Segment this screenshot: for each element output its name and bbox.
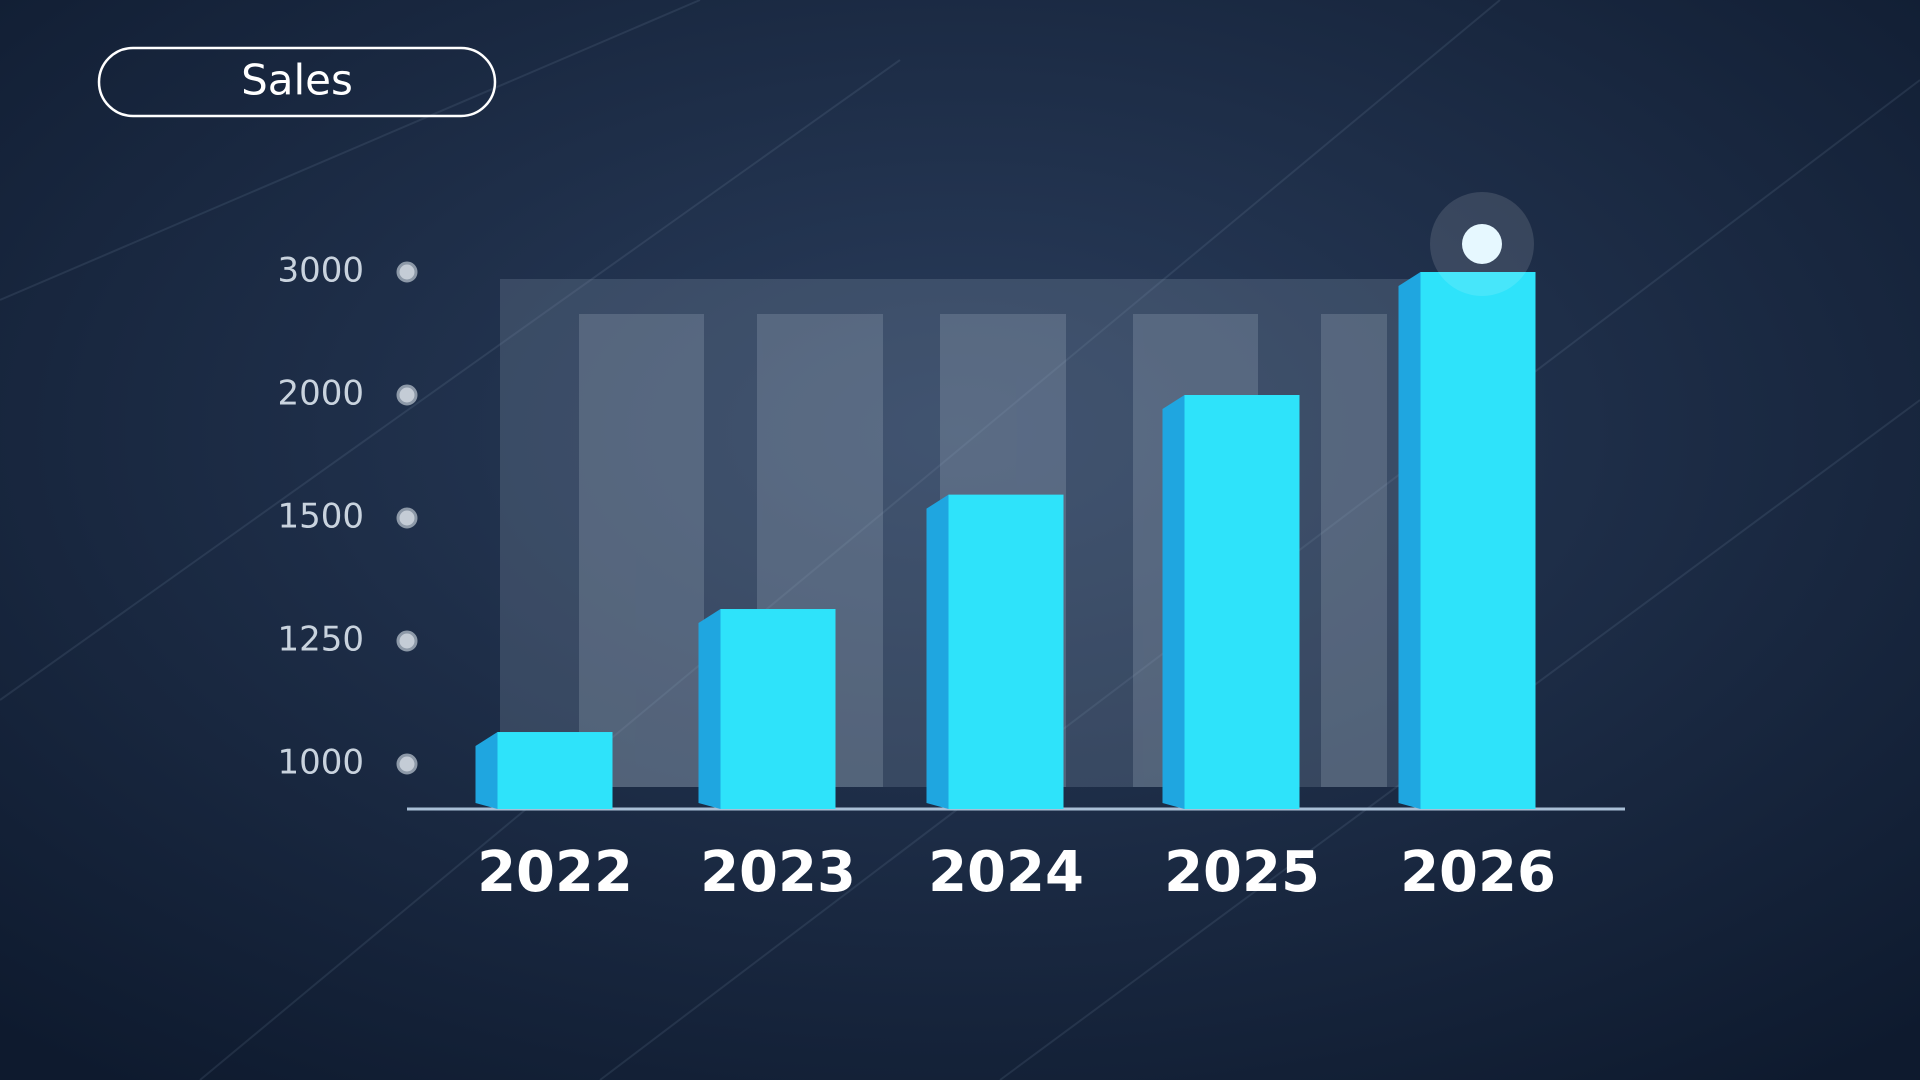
chart-title: Sales: [241, 56, 353, 105]
y-tick-label: 1000: [277, 743, 364, 783]
x-tick-label: 2026: [1400, 840, 1556, 905]
bar-side: [1398, 272, 1421, 809]
bar-side: [926, 494, 949, 809]
bar: [698, 609, 836, 809]
tick-dot: [396, 753, 418, 775]
title-pill: [97, 46, 497, 118]
bar-front: [948, 494, 1064, 809]
x-tick-label: 2022: [477, 840, 633, 905]
marks: 1000 1250 1500 2000 3000 2022 2023 2024 2025 2026: [277, 192, 1556, 905]
bar: [475, 732, 613, 809]
bar-front: [720, 609, 836, 809]
bar: [926, 494, 1064, 809]
bar-side: [475, 732, 498, 809]
x-tick-label: 2024: [928, 840, 1084, 905]
tick-dot: [396, 261, 418, 283]
bar: [1398, 192, 1536, 809]
y-tick-label: 1250: [277, 620, 364, 660]
tick-dot: [396, 630, 418, 652]
y-tick-label: 3000: [277, 251, 364, 291]
bar-front: [1184, 395, 1300, 809]
x-tick-label: 2025: [1164, 840, 1320, 905]
bar: [1162, 395, 1300, 809]
highlight-dot: [1462, 224, 1502, 264]
y-tick-label: 2000: [277, 374, 364, 414]
bar-front: [1420, 272, 1536, 809]
bar-front: [497, 732, 613, 809]
tick-dot: [396, 384, 418, 406]
bar-side: [1162, 395, 1185, 809]
x-tick-label: 2023: [700, 840, 856, 905]
y-tick-label: 1500: [277, 497, 364, 537]
bar-side: [698, 609, 721, 809]
tick-dot: [396, 507, 418, 529]
